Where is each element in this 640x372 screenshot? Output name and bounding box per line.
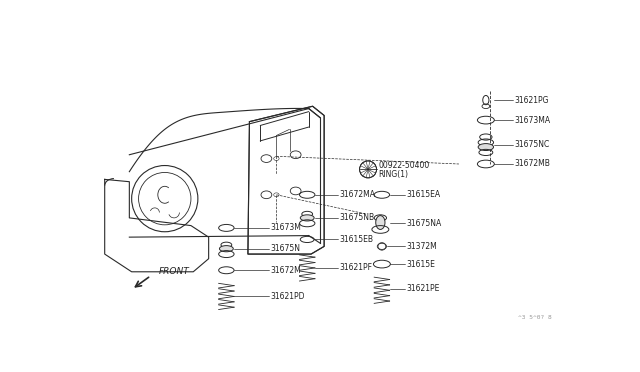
Text: 31621PG: 31621PG: [515, 96, 549, 105]
Text: 31675NC: 31675NC: [515, 140, 550, 149]
Text: 31672MB: 31672MB: [515, 160, 550, 169]
Text: 31675NB: 31675NB: [340, 214, 374, 222]
Text: 31621PE: 31621PE: [406, 284, 440, 293]
Text: 31621PF: 31621PF: [340, 263, 372, 272]
Text: FRONT: FRONT: [159, 267, 189, 276]
Text: 31673MA: 31673MA: [515, 116, 550, 125]
Text: 31621PD: 31621PD: [270, 292, 305, 301]
Text: 31672MA: 31672MA: [340, 190, 376, 199]
Text: 31372M: 31372M: [406, 242, 437, 251]
Text: 00922-50400: 00922-50400: [378, 161, 429, 170]
Text: RING(1): RING(1): [378, 170, 408, 179]
Ellipse shape: [220, 246, 234, 252]
Text: 31615E: 31615E: [406, 260, 435, 269]
Text: 31675NA: 31675NA: [406, 219, 442, 228]
Ellipse shape: [376, 216, 385, 230]
Text: 31615EA: 31615EA: [406, 190, 441, 199]
Text: 31673M: 31673M: [270, 224, 301, 232]
Text: 31615EB: 31615EB: [340, 235, 374, 244]
Text: 31672M: 31672M: [270, 266, 301, 275]
Ellipse shape: [300, 215, 314, 221]
Polygon shape: [248, 106, 324, 254]
Ellipse shape: [478, 144, 493, 151]
Text: 31675N: 31675N: [270, 244, 300, 253]
Text: ^3 5^0? 8: ^3 5^0? 8: [518, 315, 551, 320]
